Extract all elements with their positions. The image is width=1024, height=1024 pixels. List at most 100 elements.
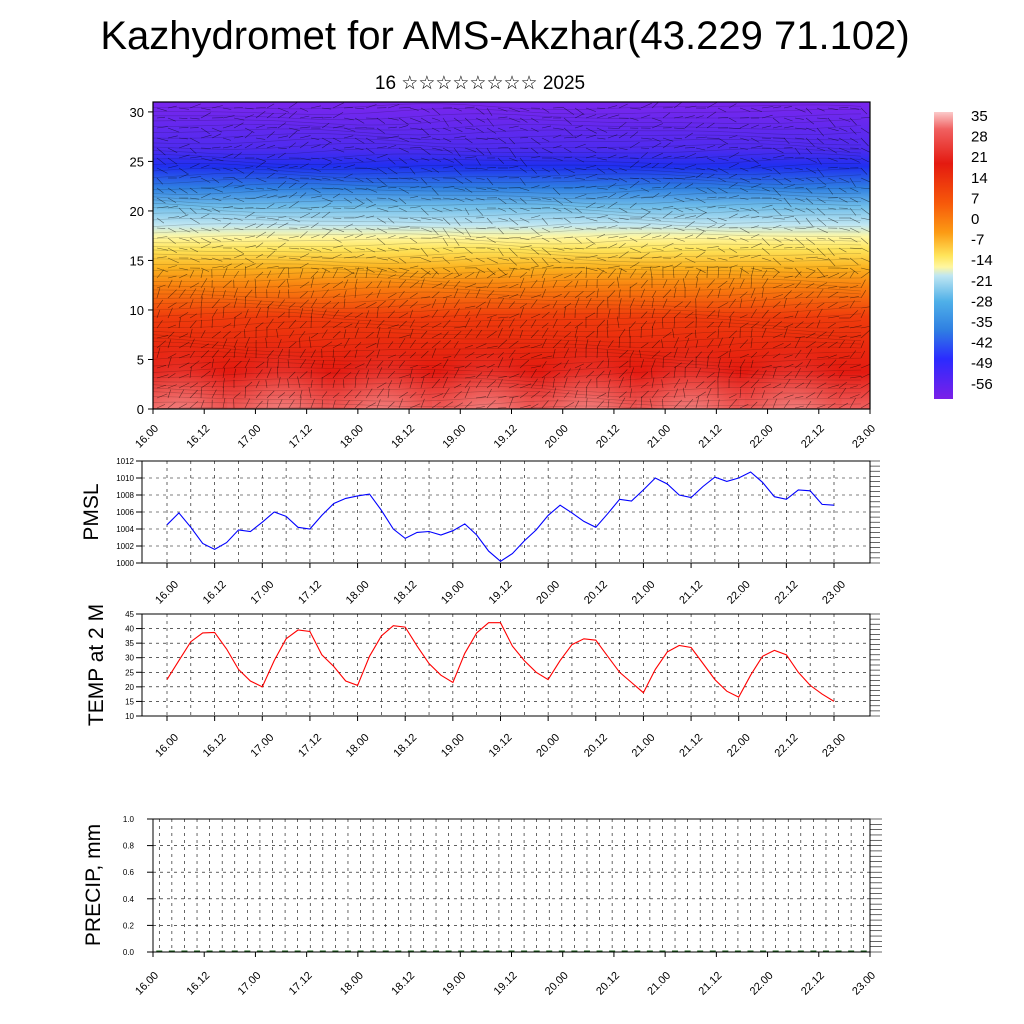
- wind-barb: [585, 147, 597, 153]
- wind-barb: [486, 167, 496, 169]
- wind-barb: [453, 288, 459, 299]
- wind-barb: [552, 127, 564, 130]
- wind-barb: [750, 387, 756, 399]
- wind-barb: [827, 147, 838, 154]
- colorbar-label: -42: [971, 335, 993, 352]
- wind-barb: [739, 187, 749, 193]
- wind-barb: [211, 349, 219, 359]
- wind-barb: [365, 235, 376, 239]
- wind-barb: [673, 227, 685, 231]
- wind-barb: [167, 289, 177, 299]
- wind-barb: [255, 380, 260, 389]
- wind-barb: [607, 379, 611, 389]
- wind-barb: [541, 278, 546, 289]
- wind-barb: [332, 349, 334, 359]
- wind-barb: [607, 281, 615, 289]
- wind-barb: [453, 273, 463, 279]
- wind-barb: [233, 152, 242, 159]
- wind-barb: [420, 127, 430, 136]
- wind-barb: [530, 265, 540, 269]
- wind-barb: [167, 165, 179, 169]
- wind-barb: [607, 147, 617, 150]
- x-tick-label: 19.00: [440, 970, 468, 998]
- isotherm-line: [153, 148, 862, 155]
- x-tick-label: 23.00: [850, 970, 878, 998]
- wind-barb: [607, 399, 610, 409]
- wind-barb: [244, 187, 254, 190]
- wind-barb: [222, 115, 235, 119]
- pmsl-x-axis: 16.00 16.12 17.00 17.12 18.00 18.12 19.00 19.12…: [153, 563, 848, 607]
- wind-barb: [563, 247, 573, 250]
- wind-barb: [640, 224, 651, 229]
- wind-barb: [519, 197, 527, 204]
- wind-barb: [849, 127, 857, 135]
- wind-barb: [860, 107, 868, 115]
- wind-barb: [332, 357, 336, 369]
- wind-barb: [684, 207, 694, 211]
- wind-barb: [508, 396, 519, 399]
- wind-barb: [431, 227, 439, 236]
- wind-barb: [816, 137, 824, 145]
- wind-barb: [651, 102, 660, 109]
- isotherm-line: [153, 281, 862, 289]
- wind-barb: [541, 390, 551, 399]
- wind-barb: [376, 267, 387, 272]
- precip-bar: [382, 950, 389, 952]
- wind-barb: [453, 366, 465, 369]
- wind-barb: [475, 187, 487, 190]
- wind-barb: [596, 257, 606, 261]
- wind-barb: [750, 287, 756, 299]
- wind-barb: [717, 320, 723, 329]
- wind-barb: [332, 379, 335, 389]
- wind-barb: [838, 360, 847, 369]
- cross-section-x-tick-label: 22.12: [799, 423, 827, 451]
- wind-barb: [739, 298, 743, 309]
- wind-barb: [178, 333, 189, 339]
- wind-barb: [849, 157, 860, 163]
- wind-barb: [827, 286, 838, 289]
- wind-barb: [552, 145, 562, 149]
- wind-barb: [277, 164, 289, 169]
- wind-barb: [255, 143, 266, 149]
- wind-barb: [497, 339, 508, 349]
- wind-barb: [420, 107, 430, 113]
- wind-barb: [574, 177, 586, 180]
- wind-barb: [156, 206, 169, 209]
- wind-barb: [431, 217, 443, 221]
- wind-barb: [420, 376, 425, 389]
- wind-barb: [200, 382, 210, 389]
- wind-barb: [453, 299, 460, 309]
- wind-barb: [189, 176, 202, 179]
- wind-barb: [475, 321, 482, 329]
- precip-bar: [722, 950, 729, 952]
- wind-barb: [398, 334, 411, 339]
- wind-barb: [277, 376, 281, 389]
- wind-barb: [585, 267, 598, 272]
- wind-barb: [673, 116, 683, 119]
- wind-barb: [211, 237, 221, 242]
- wind-barb: [860, 382, 870, 389]
- wind-barb: [574, 134, 583, 139]
- wind-barb: [563, 302, 572, 309]
- wind-barb: [849, 177, 856, 188]
- wind-barb: [486, 364, 495, 369]
- wind-barb: [222, 107, 232, 110]
- x-tick-label: 19.00: [439, 732, 467, 760]
- wind-barb: [750, 308, 757, 319]
- wind-barb: [453, 187, 465, 191]
- wind-barb: [277, 176, 288, 179]
- wind-barb: [365, 266, 368, 279]
- wind-barb: [255, 391, 262, 399]
- wind-barb: [530, 167, 538, 174]
- wind-barb: [277, 339, 282, 349]
- wind-barb: [563, 156, 573, 159]
- wind-barb: [739, 147, 748, 150]
- wind-barb: [508, 328, 514, 339]
- wind-barb: [288, 267, 301, 269]
- wind-barb: [376, 154, 388, 159]
- wind-barb: [596, 157, 607, 161]
- wind-barb: [255, 262, 264, 269]
- wind-barb: [189, 127, 199, 129]
- wind-barb: [332, 322, 343, 329]
